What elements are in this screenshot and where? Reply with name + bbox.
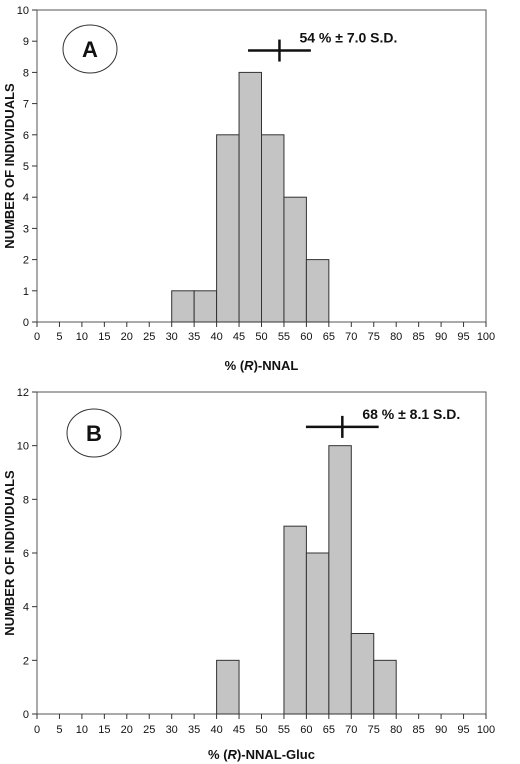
x-tick-label: 60: [300, 331, 312, 343]
y-tick-label: 9: [23, 36, 29, 48]
x-tick-label: 10: [76, 724, 88, 736]
x-tick-label: 85: [413, 724, 425, 736]
y-tick-label: 5: [23, 161, 29, 173]
x-tick-label: 20: [121, 331, 133, 343]
y-tick-label: 4: [23, 602, 29, 614]
x-tick-label: 95: [457, 724, 469, 736]
x-tick-label: 65: [323, 331, 335, 343]
histogram-bar-40: [216, 659, 240, 715]
histogram-panel-a: 0 5 10 15 20 25 30 35 40 45 50 55 60 65 70 75 80 85 90 95 10…: [2, 5, 495, 373]
histogram-bar-40: [216, 134, 240, 323]
x-tick-label: 75: [368, 724, 380, 736]
mean-sd-annotation: 54 % ± 7.0 S.D.: [299, 30, 397, 46]
x-tick-label: 0: [34, 724, 40, 736]
x-tick-label: 100: [477, 724, 495, 736]
y-tick-label: 7: [23, 99, 29, 111]
y-tick-label: 10: [17, 441, 29, 453]
x-tick-label: 10: [76, 331, 88, 343]
x-tick-label: 90: [435, 331, 447, 343]
y-tick-label: 3: [23, 223, 29, 235]
x-tick-label: 60: [300, 724, 312, 736]
x-tick-label: 30: [166, 724, 178, 736]
x-tick-label: 30: [166, 331, 178, 343]
y-tick-label: 6: [23, 130, 29, 142]
x-tick-label: 5: [56, 331, 62, 343]
y-tick-label: 2: [23, 655, 29, 667]
x-tick-label: 15: [98, 724, 110, 736]
x-tick-label: 50: [255, 331, 267, 343]
x-tick-label: 40: [210, 331, 222, 343]
panel-label-circle: [62, 24, 118, 74]
y-tick-label: 6: [23, 548, 29, 560]
histogram-bar-35: [193, 290, 218, 323]
x-axis-title: % (R)-NNAL: [225, 358, 299, 373]
x-axis-title: % (R)-NNAL-Gluc: [208, 747, 315, 762]
y-tick-label: 2: [23, 255, 29, 267]
panel-label-circle: [66, 408, 122, 458]
histogram-bar-55: [283, 525, 307, 715]
x-tick-label: 0: [34, 331, 40, 343]
histogram-bar-75: [373, 659, 397, 715]
histogram-bar-60: [305, 552, 330, 715]
histogram-bar-70: [350, 633, 375, 715]
y-axis-title: NUMBER OF INDIVIDUALS: [2, 83, 17, 249]
x-tick-label: 45: [233, 724, 245, 736]
histogram-bar-65: [328, 445, 352, 715]
x-tick-label: 20: [121, 724, 133, 736]
x-tick-label: 15: [98, 331, 110, 343]
y-tick-label: 0: [23, 317, 29, 329]
x-tick-label: 75: [368, 331, 380, 343]
x-tick-label: 55: [278, 331, 290, 343]
x-tick-label: 50: [255, 724, 267, 736]
y-tick-label: 4: [23, 192, 29, 204]
x-tick-label: 85: [413, 331, 425, 343]
y-tick-label: 1: [23, 286, 29, 298]
y-tick-label: 8: [23, 494, 29, 506]
y-tick-label: 12: [17, 387, 29, 399]
y-tick-label: 8: [23, 67, 29, 79]
histogram-bar-45: [238, 71, 263, 323]
y-tick-label: 0: [23, 709, 29, 721]
x-tick-label: 5: [56, 724, 62, 736]
x-tick-label: 45: [233, 331, 245, 343]
x-tick-label: 70: [345, 724, 357, 736]
x-tick-label: 80: [390, 724, 402, 736]
histogram-bar-50: [261, 134, 285, 323]
x-tick-label: 25: [143, 331, 155, 343]
x-tick-label: 95: [457, 331, 469, 343]
x-tick-label: 55: [278, 724, 290, 736]
histogram-bar-30: [171, 290, 195, 323]
histogram-bar-55: [283, 196, 307, 323]
y-tick-label: 10: [17, 5, 29, 17]
panel-label: B: [86, 421, 102, 446]
x-tick-label: 35: [188, 724, 200, 736]
x-tick-label: 40: [210, 724, 222, 736]
mean-sd-annotation: 68 % ± 8.1 S.D.: [362, 406, 460, 422]
histogram-bar-60: [305, 259, 330, 323]
x-tick-label: 70: [345, 331, 357, 343]
histogram-panel-b: 0 5 10 15 20 25 30 35 40 45 50 55 60 65 70 75 80 85 90 95 10…: [2, 387, 495, 762]
x-tick-label: 100: [477, 331, 495, 343]
x-tick-label: 90: [435, 724, 447, 736]
x-tick-label: 35: [188, 331, 200, 343]
y-axis-title: NUMBER OF INDIVIDUALS: [2, 470, 17, 636]
panel-label: A: [82, 37, 98, 62]
x-tick-label: 65: [323, 724, 335, 736]
x-tick-label: 80: [390, 331, 402, 343]
x-tick-label: 25: [143, 724, 155, 736]
